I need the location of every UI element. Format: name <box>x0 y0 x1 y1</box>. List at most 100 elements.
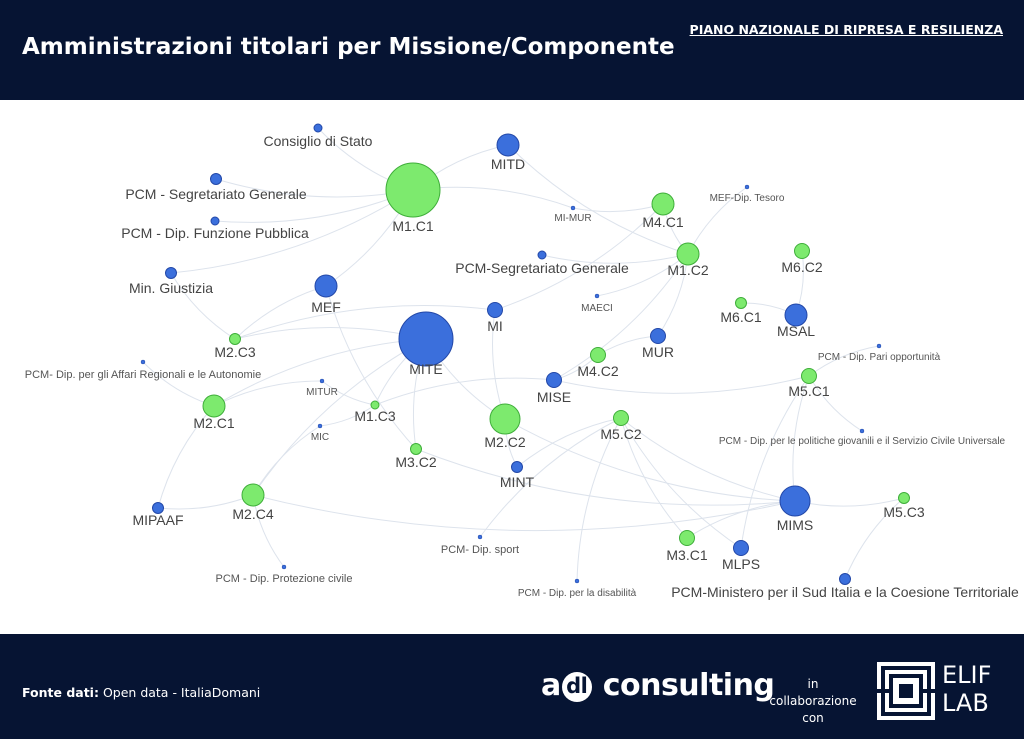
node-label: PCM- Dip. sport <box>441 544 519 556</box>
node-label: M4.C1 <box>642 214 683 230</box>
administration-node-mef[interactable] <box>314 274 338 298</box>
node-label: MISE <box>537 389 571 405</box>
component-node-m5-c1[interactable] <box>801 368 817 384</box>
node-label: MAECI <box>581 303 613 314</box>
component-node-m6-c2[interactable] <box>794 243 810 259</box>
administration-node-pcmfunzpub[interactable] <box>210 216 220 226</box>
component-node-m2-c1[interactable] <box>202 394 226 418</box>
graph-edge <box>620 417 688 539</box>
node-label: M1.C3 <box>354 408 395 424</box>
administration-node-msal[interactable] <box>784 303 808 327</box>
graph-labels: M1.C1 MITE MIMS M2.C2 MEF MITD M2.C4 M2.C1 M1.C2… <box>25 133 1019 600</box>
node-label: MITUR <box>306 387 338 398</box>
graph-edge <box>504 418 796 502</box>
pnrr-link[interactable]: PIANO NAZIONALE DI RIPRESA E RESILIENZA <box>689 22 1003 37</box>
administration-node-pcmsport[interactable] <box>477 534 483 540</box>
adl-consulting-logo[interactable]: a dl consulting <box>541 668 775 703</box>
lab-line: LAB <box>942 689 989 717</box>
elif-line: ELIF <box>942 661 992 689</box>
administration-node-pcmsud[interactable] <box>839 573 851 585</box>
graph-edge <box>234 305 496 340</box>
administration-node-mise[interactable] <box>546 372 562 388</box>
graph-edge <box>170 272 236 340</box>
graph-edge <box>516 417 622 468</box>
graph-edge <box>740 375 810 549</box>
node-label: M4.C2 <box>577 363 618 379</box>
component-node-m2-c3[interactable] <box>229 333 241 345</box>
administration-node-mlps[interactable] <box>733 540 749 556</box>
collab-line-2: collaborazione con <box>769 694 857 725</box>
administration-node-pcmpariopp[interactable] <box>876 343 882 349</box>
administration-node-mint[interactable] <box>511 461 523 473</box>
administration-node-mipaaf[interactable] <box>152 502 164 514</box>
administration-node-mimur[interactable] <box>570 205 576 211</box>
administration-node-maeci[interactable] <box>594 293 600 299</box>
component-node-m1-c1[interactable] <box>385 162 441 218</box>
graph-edge <box>374 377 555 406</box>
footer-bar: Fonte dati: Open data - ItaliaDomani a dl… <box>0 634 1024 739</box>
administration-node-pcmdisab[interactable] <box>574 578 580 584</box>
graph-edge <box>325 285 417 450</box>
node-label: MLPS <box>722 556 760 572</box>
node-label: PCM - Dip. Protezione civile <box>216 573 353 585</box>
graph-edge <box>213 338 427 407</box>
administration-node-consigliostato[interactable] <box>313 123 323 133</box>
component-node-m1-c3[interactable] <box>370 400 380 410</box>
administration-node-mitur[interactable] <box>319 378 325 384</box>
data-source-label: Fonte dati: <box>22 685 99 700</box>
graph-nodes <box>140 123 910 585</box>
administration-node-mur[interactable] <box>650 328 666 344</box>
node-label: M3.C2 <box>395 454 436 470</box>
elif-lab-wordmark[interactable]: ELIF LAB <box>942 661 991 717</box>
elif-lab-logo-icon[interactable] <box>877 662 935 720</box>
node-label: MEF <box>311 299 341 315</box>
component-node-m2-c2[interactable] <box>489 403 521 435</box>
component-node-m2-c4[interactable] <box>241 483 265 507</box>
component-node-m5-c2[interactable] <box>613 410 629 426</box>
graph-edge <box>479 417 622 538</box>
administration-node-pcmaffreg[interactable] <box>140 359 146 365</box>
component-node-m1-c2[interactable] <box>676 242 700 266</box>
graph-edge <box>620 417 742 549</box>
administration-node-mite[interactable] <box>398 311 454 367</box>
node-label: MITD <box>491 156 525 172</box>
header-bar: Amministrazioni titolari per Missione/Co… <box>0 0 1024 100</box>
administration-node-mingiustizia[interactable] <box>165 267 177 279</box>
adl-logo-a: a <box>541 668 561 703</box>
graph-edge <box>553 375 810 394</box>
node-label: MIPAAF <box>132 512 183 528</box>
graph-edge <box>553 253 689 381</box>
component-node-m4-c1[interactable] <box>651 192 675 216</box>
collab-line-1: in <box>807 677 819 691</box>
administration-node-pcmprotciv[interactable] <box>281 564 287 570</box>
node-label: MIC <box>311 432 329 443</box>
administration-node-mic[interactable] <box>317 423 323 429</box>
page-title: Amministrazioni titolari per Missione/Co… <box>22 34 675 60</box>
component-node-m4-c2[interactable] <box>590 347 606 363</box>
node-label: M5.C3 <box>883 504 924 520</box>
node-label: M2.C3 <box>214 344 255 360</box>
administration-node-mims[interactable] <box>779 485 811 517</box>
graph-edge <box>541 253 689 264</box>
node-label: MI <box>487 318 503 334</box>
administration-node-mitd[interactable] <box>496 133 520 157</box>
administration-node-pcmgiovani[interactable] <box>859 428 865 434</box>
administration-node-mi[interactable] <box>487 302 503 318</box>
graph-edge <box>844 497 905 580</box>
node-label: M2.C1 <box>193 415 234 431</box>
node-label: MI-MUR <box>554 213 591 224</box>
component-node-m6-c1[interactable] <box>735 297 747 309</box>
component-node-m3-c2[interactable] <box>410 443 422 455</box>
administration-node-pcmseggen2[interactable] <box>537 250 547 260</box>
data-source-value: Open data - ItaliaDomani <box>102 685 261 700</box>
node-label: MITE <box>409 361 442 377</box>
node-label: MEF-Dip. Tesoro <box>710 193 785 204</box>
node-label: MSAL <box>777 323 815 339</box>
administration-node-pcmseggen[interactable] <box>210 173 222 185</box>
node-label: PCM-Segretariato Generale <box>455 260 629 276</box>
adl-logo-consulting: consulting <box>602 668 775 703</box>
administration-node-meftesoro[interactable] <box>744 184 750 190</box>
component-node-m3-c1[interactable] <box>679 530 695 546</box>
node-label: M3.C1 <box>666 547 707 563</box>
component-node-m5-c3[interactable] <box>898 492 910 504</box>
